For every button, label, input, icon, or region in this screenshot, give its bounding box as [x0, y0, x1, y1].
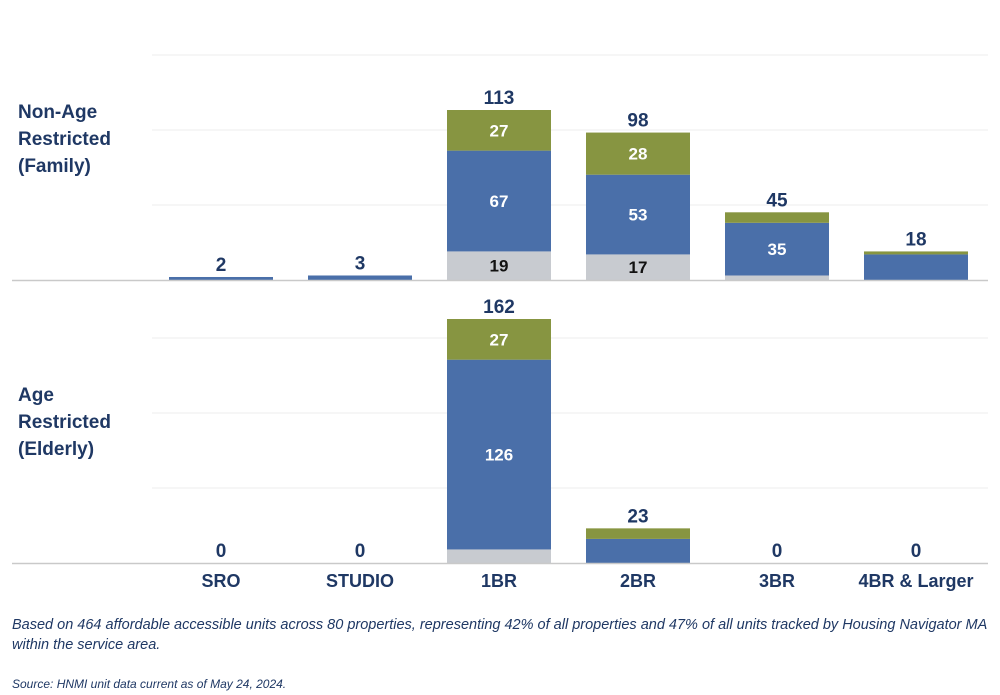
segment-label: 53: [629, 206, 648, 225]
panel-label-family: Non-Age Restricted (Family): [18, 102, 111, 177]
bar-segment: [308, 275, 412, 280]
bar-segment: [169, 276, 273, 280]
total-label: 45: [766, 190, 788, 211]
x-tick-label: 1BR: [481, 571, 517, 591]
bar-segment: [586, 174, 690, 255]
total-label: 98: [627, 111, 648, 132]
bar-segment: [864, 251, 968, 255]
bar-segment: [725, 275, 829, 280]
segment-label: 17: [629, 258, 648, 277]
panel-label-elderly: Age Restricted (Elderly): [18, 385, 111, 460]
segment-label: 27: [490, 330, 509, 349]
x-tick-label: 3BR: [759, 571, 795, 591]
total-label: 3: [355, 253, 366, 274]
bar-segment: [586, 254, 690, 280]
total-label: 0: [216, 541, 227, 562]
segment-label: 67: [490, 192, 509, 211]
total-label: 2: [216, 255, 227, 276]
total-label: 18: [905, 229, 926, 250]
bar-segment: [725, 222, 829, 276]
bar-segment: [447, 359, 551, 550]
bar-segment: [586, 538, 690, 563]
total-label: 0: [911, 541, 922, 562]
source-note: Source: HNMI unit data current as of May…: [12, 677, 287, 691]
bar-segment: [447, 251, 551, 280]
segment-label: 28: [629, 145, 648, 164]
segment-label: 35: [768, 240, 787, 259]
x-tick-label: STUDIO: [326, 571, 394, 591]
total-label: 23: [627, 506, 648, 527]
bar-segment: [725, 212, 829, 223]
x-tick-label: 2BR: [620, 571, 656, 591]
total-label: 0: [772, 541, 783, 562]
bar-segment: [586, 528, 690, 539]
bar-segment: [864, 254, 968, 280]
footnote: Based on 464 affordable accessible units…: [12, 617, 987, 653]
x-tick-label: 4BR & Larger: [858, 571, 973, 591]
segment-label: 126: [485, 446, 513, 465]
total-label: 113: [484, 88, 515, 109]
bar-segment: [447, 110, 551, 151]
total-label: 162: [483, 297, 515, 318]
bar-segment: [447, 319, 551, 360]
segment-label: 19: [490, 257, 509, 276]
bar-segment: [586, 132, 690, 175]
segment-label: 27: [490, 121, 509, 140]
total-label: 0: [355, 541, 366, 562]
bar-segment: [447, 549, 551, 563]
bar-segment: [447, 150, 551, 252]
x-tick-label: SRO: [201, 571, 240, 591]
